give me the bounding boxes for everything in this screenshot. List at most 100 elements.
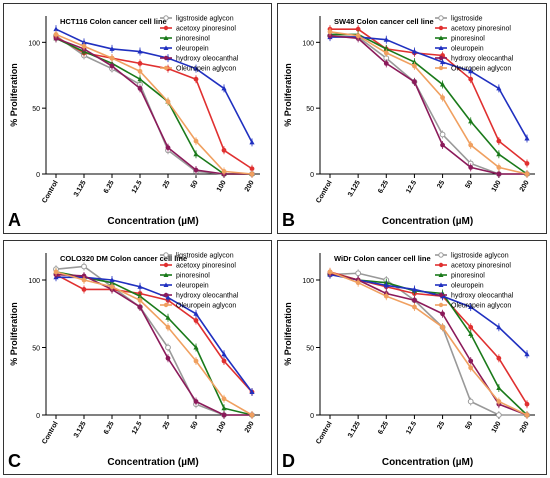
p2-data-point (165, 355, 171, 361)
chart-d-svg: 0 50 100 Control 3.125 6.25 12.5 25 50 100 200 Conc… (283, 252, 535, 468)
p2-legend-label: acetoxy pinoresinol (176, 263, 236, 270)
p2-data-point (165, 294, 171, 300)
p2-data-point (193, 318, 199, 323)
p2-x-tick-label: 25 (162, 420, 172, 430)
p2-data-point (193, 358, 199, 364)
p0-legend-label: oleuropein (176, 46, 209, 53)
p1-y-tick-label: 50 (306, 106, 314, 113)
p1-data-point (468, 118, 474, 124)
p2-data-point (221, 396, 227, 402)
p0-legend-marker (163, 45, 169, 50)
p2-data-point (193, 344, 199, 350)
p0-data-point (109, 55, 115, 61)
p1-data-point (411, 59, 418, 65)
p1-x-tick-label: 25 (436, 179, 446, 189)
panel-b: 0 50 100 Control 3.125 6.25 12.5 25 50 100 200 Conc… (277, 3, 547, 234)
p3-x-tick-label: 100 (491, 420, 503, 434)
p2-x-axis-label: Concentration (µM) (107, 457, 198, 468)
p1-data-point (439, 131, 446, 138)
p3-data-point (496, 355, 502, 361)
p2-data-point (221, 405, 227, 411)
p3-x-tick-label: 12.5 (405, 420, 418, 435)
p1-y-tick-label: 100 (302, 40, 314, 47)
p2-data-point (165, 344, 171, 351)
p1-data-point (383, 46, 389, 51)
p1-data-point (383, 61, 389, 66)
p0-x-tick-label: 200 (244, 179, 256, 193)
p0-data-point (165, 99, 171, 104)
p1-data-point (496, 171, 502, 177)
p2-legend-label: oleuropein (176, 283, 209, 290)
p1-x-axis-label: Concentration (µM) (382, 216, 473, 227)
p1-x-tick-label: 3.125 (347, 179, 362, 198)
panel-label-d: D (282, 451, 295, 471)
p1-chart-title: SW48 Colon cancer cell line (334, 17, 434, 26)
p0-data-point (249, 166, 255, 172)
p3-data-point (468, 358, 474, 364)
p1-data-point (412, 63, 417, 69)
p2-data-point (165, 315, 171, 320)
p2-series-line-5 (55, 271, 253, 416)
p3-legend-label: acetoxy pinoresinol (451, 263, 511, 270)
p3-y-tick-label: 0 (310, 413, 314, 420)
p0-x-tick-label: 6.25 (103, 179, 116, 194)
p2-data-point (81, 263, 87, 270)
p2-data-point (221, 358, 227, 364)
p0-data-point (249, 139, 255, 145)
p2-data-point (53, 269, 59, 275)
p2-series-line-1 (55, 273, 253, 393)
p3-data-point (496, 324, 502, 330)
p1-data-point (439, 59, 446, 65)
p2-legend-marker (163, 272, 169, 277)
p3-x-axis-label: Concentration (µM) (382, 457, 473, 468)
p3-chart-title: WiDr Colon cancer cell line (334, 254, 431, 263)
p0-y-tick-label: 100 (28, 40, 40, 47)
p3-legend-marker (438, 302, 444, 308)
p1-legend-label: pinoresinol (451, 36, 485, 43)
p3-data-point (355, 270, 362, 277)
p1-data-point (440, 142, 445, 148)
p0-legend-label: Oleuropein aglycon (176, 66, 236, 73)
p1-data-point (412, 79, 417, 85)
p2-legend-marker (163, 292, 169, 298)
p1-y-axis-label: % Proliferation (283, 63, 293, 127)
p1-legend-label: Oleuropein aglycon (451, 66, 511, 73)
p1-x-tick-label: 200 (519, 179, 531, 193)
p1-x-tick-label: Control (315, 179, 334, 204)
p0-x-tick-label: 25 (162, 179, 172, 189)
p2-x-tick-label: 6.25 (103, 420, 116, 435)
p3-series-line-0 (329, 272, 527, 416)
panel-label-a: A (8, 210, 21, 230)
p3-x-tick-label: Control (315, 420, 334, 445)
p1-data-point (468, 76, 474, 82)
p3-data-point (412, 304, 417, 310)
p3-data-point (383, 282, 389, 288)
p0-data-point (137, 68, 143, 74)
p0-x-tick-label: 100 (216, 179, 228, 193)
p0-data-point (137, 48, 143, 54)
p3-data-point (383, 293, 389, 299)
p0-legend-label: ligstroside aglycon (176, 16, 234, 23)
p1-data-point (524, 161, 530, 166)
p3-legend-label: Oleuropein aglycon (451, 303, 511, 310)
p2-data-point (193, 399, 199, 404)
p2-x-tick-label: 50 (190, 420, 200, 430)
p2-x-tick-label: Control (41, 420, 60, 445)
p1-data-point (524, 135, 530, 141)
p2-data-point (109, 284, 115, 290)
p3-x-tick-label: 200 (519, 420, 531, 434)
p2-x-tick-label: 100 (216, 420, 228, 434)
p3-x-tick-label: 6.25 (377, 420, 390, 435)
p0-legend-marker (163, 25, 169, 31)
p2-series-line-4 (55, 273, 252, 416)
p2-legend-label: ligstroside aglycon (176, 253, 234, 260)
p0-x-axis-label: Concentration (µM) (107, 216, 198, 227)
p3-data-point (355, 280, 361, 286)
p1-data-point (411, 48, 418, 54)
p1-x-tick-label: 12.5 (405, 179, 418, 194)
p0-series-line-3 (55, 28, 253, 143)
p0-x-tick-label: 3.125 (73, 179, 88, 198)
p1-data-point (355, 33, 361, 39)
p2-y-tick-label: 50 (32, 346, 40, 353)
